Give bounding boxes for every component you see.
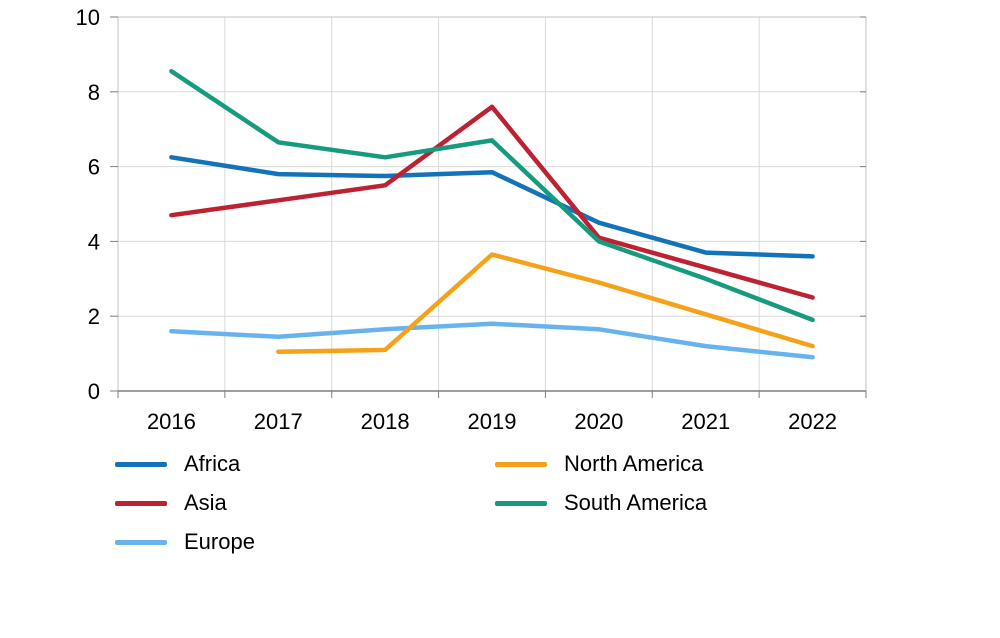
series-line-africa xyxy=(169,155,815,259)
x-axis-tick-label: 2021 xyxy=(681,409,730,434)
x-axis-tick-label: 2017 xyxy=(254,409,303,434)
x-axis-tick-label: 2016 xyxy=(147,409,196,434)
series-line-south-america xyxy=(169,68,815,323)
legend-item-asia: Asia xyxy=(115,490,255,515)
legend-label: North America xyxy=(564,451,704,476)
legend-item-south-america: South America xyxy=(495,490,708,515)
legend-column: Africa Asia Europe xyxy=(115,451,255,569)
legend-swatch-icon xyxy=(495,461,547,467)
y-axis-tick-label: 2 xyxy=(88,304,100,329)
legend-label: Europe xyxy=(184,529,255,554)
y-axis-tick-label: 0 xyxy=(88,379,100,404)
series-line-north-america xyxy=(276,252,815,354)
legend-column: North America South America xyxy=(495,451,708,530)
x-axis-tick-label: 2022 xyxy=(788,409,837,434)
legend-swatch-icon xyxy=(115,461,167,467)
legend-item-europe: Europe xyxy=(115,529,255,554)
legend-swatch-icon xyxy=(495,500,547,506)
series-line-asia xyxy=(169,104,815,300)
legend-swatch-icon xyxy=(115,500,167,506)
series-line-europe xyxy=(169,321,815,360)
legend-label: South America xyxy=(564,490,708,515)
legend-item-north-america: North America xyxy=(495,451,707,476)
legend-label: Asia xyxy=(184,490,227,515)
legend-swatch-icon xyxy=(115,539,167,545)
x-axis-tick-label: 2019 xyxy=(468,409,517,434)
legend-item-africa: Africa xyxy=(115,451,255,476)
y-axis-tick-label: 8 xyxy=(88,80,100,105)
legend-label: Africa xyxy=(184,451,241,476)
y-axis-tick-label: 4 xyxy=(88,229,100,254)
y-axis-tick-label: 6 xyxy=(88,155,100,180)
x-axis-tick-label: 2018 xyxy=(361,409,410,434)
y-axis-tick-label: 10 xyxy=(76,5,100,30)
x-axis-tick-label: 2020 xyxy=(574,409,623,434)
line-chart: 0 2 4 6 8 10 2016 2017 2018 2019 2020 2021 2022 xyxy=(76,5,867,434)
